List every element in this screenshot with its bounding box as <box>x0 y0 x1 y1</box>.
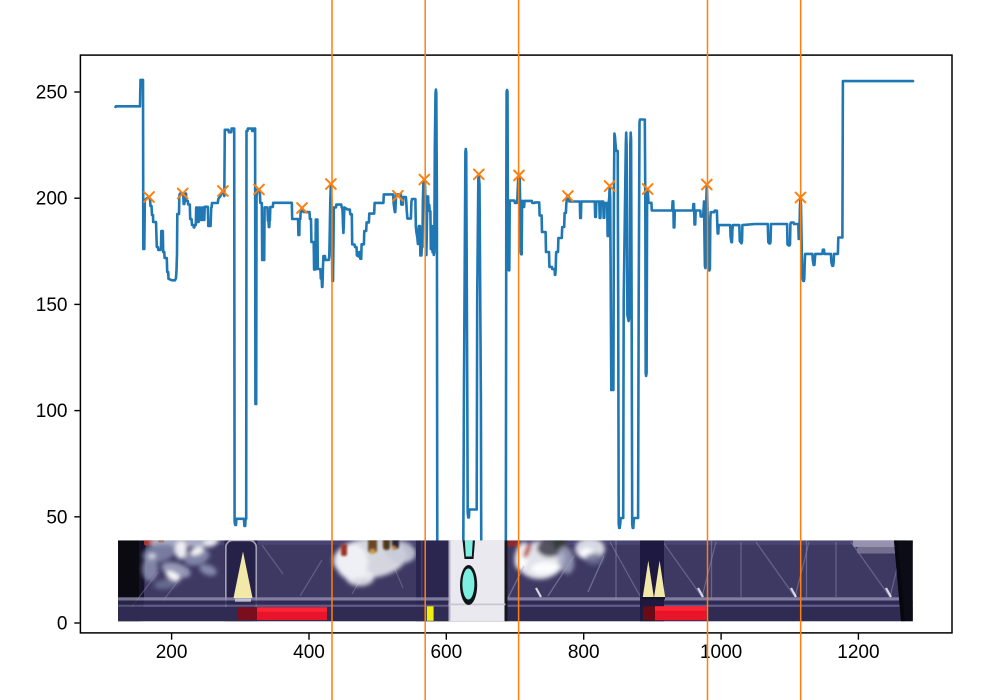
svg-text:150: 150 <box>36 295 68 316</box>
svg-text:0: 0 <box>57 614 68 635</box>
svg-text:50: 50 <box>46 507 67 528</box>
svg-text:100: 100 <box>36 401 68 422</box>
svg-text:400: 400 <box>293 642 325 663</box>
svg-text:1200: 1200 <box>837 642 879 663</box>
svg-text:600: 600 <box>430 642 462 663</box>
svg-text:1000: 1000 <box>700 642 742 663</box>
svg-text:200: 200 <box>36 189 68 210</box>
svg-text:200: 200 <box>156 642 188 663</box>
svg-text:250: 250 <box>36 83 68 104</box>
svg-text:800: 800 <box>568 642 600 663</box>
